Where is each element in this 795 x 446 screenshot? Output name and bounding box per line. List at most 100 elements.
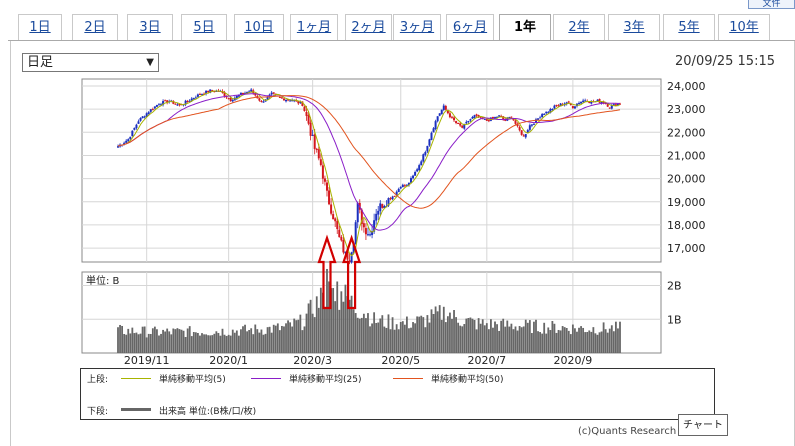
volume-bar — [301, 330, 304, 353]
tab-2[interactable]: 2日 — [72, 14, 118, 40]
candle-body — [155, 104, 158, 107]
x-tick-label: 2020/1 — [209, 354, 248, 367]
tab-1[interactable]: 1日 — [18, 14, 62, 40]
volume-bar — [561, 326, 564, 353]
candle-body — [448, 113, 451, 118]
candle-body — [321, 165, 324, 179]
volume-bar — [229, 335, 232, 353]
volume-bar — [408, 328, 410, 353]
tab-baseline — [8, 40, 795, 41]
candle-body — [303, 106, 306, 112]
candle-body — [512, 118, 515, 121]
volume-bar — [313, 317, 316, 353]
legend-upper-label: 上段: — [87, 375, 109, 385]
candle-body — [498, 115, 501, 117]
volume-bar — [346, 296, 349, 353]
candle-body — [133, 127, 136, 130]
tab-6[interactable]: 1ヶ月 — [290, 14, 338, 40]
tab-14[interactable]: 10年 — [718, 14, 770, 40]
volume-bar — [141, 326, 144, 353]
price-tick-label: 23,000 — [667, 103, 706, 116]
volume-bar — [451, 318, 453, 353]
candle-body — [211, 90, 214, 92]
volume-bar — [362, 313, 365, 353]
volume-bar — [367, 313, 369, 353]
tab-11[interactable]: 2年 — [553, 14, 605, 40]
volume-bar — [123, 334, 126, 353]
volume-bar — [192, 332, 195, 353]
candle-body — [272, 92, 275, 94]
volume-bar — [533, 321, 535, 353]
volume-bar — [256, 329, 259, 353]
volume-bar — [459, 325, 462, 353]
volume-bar — [219, 335, 222, 353]
candle-body — [557, 105, 560, 107]
volume-bar — [227, 334, 230, 353]
candle-body — [418, 165, 421, 170]
volume-bar — [365, 318, 367, 353]
candle-body — [123, 142, 126, 145]
candle-body — [297, 100, 300, 104]
volume-bar — [619, 321, 621, 353]
candle-body — [444, 105, 447, 110]
candle-body — [235, 95, 238, 99]
tab-9[interactable]: 6ヶ月 — [446, 14, 494, 40]
volume-bar — [268, 326, 271, 353]
candle-body — [567, 101, 570, 103]
volume-bar — [586, 332, 589, 353]
volume-bar — [584, 332, 587, 353]
volume-bar — [598, 332, 601, 353]
candle-body — [340, 236, 343, 241]
volume-bar — [555, 332, 558, 353]
volume-bar — [178, 329, 181, 353]
period-select[interactable]: 日足 ▼ — [22, 53, 159, 72]
candle-body — [147, 112, 150, 114]
volume-bar — [518, 326, 521, 353]
volume-bar — [190, 336, 193, 353]
volume-bar — [213, 333, 216, 353]
candle-body — [328, 190, 331, 205]
volume-bar — [612, 331, 615, 353]
volume-bar — [565, 327, 568, 353]
candle-body — [530, 124, 533, 126]
tab-12[interactable]: 3年 — [608, 14, 660, 40]
tab-7[interactable]: 2ヶ月 — [345, 14, 392, 40]
tab-10[interactable]: 1年 — [499, 14, 551, 41]
tab-13[interactable]: 5年 — [663, 14, 715, 40]
candle-body — [301, 101, 304, 106]
candle-body — [573, 106, 576, 109]
candle-body — [471, 116, 474, 119]
volume-bar — [383, 326, 386, 353]
candle-body — [352, 243, 355, 254]
candle-body — [135, 124, 138, 129]
candle-body — [295, 100, 298, 102]
tab-3[interactable]: 3日 — [127, 14, 173, 40]
volume-bar — [156, 329, 158, 353]
candle-body — [487, 120, 490, 122]
candle-body — [619, 103, 621, 105]
volume-bar — [203, 334, 205, 353]
candle-body — [244, 92, 247, 94]
candle-body — [387, 198, 390, 206]
volume-bar — [240, 329, 242, 353]
candle-body — [266, 96, 269, 100]
candle-body — [334, 218, 337, 222]
candle-body — [342, 240, 345, 253]
volume-bar — [422, 317, 425, 353]
volume-bar — [293, 318, 296, 353]
ma5-line — [117, 90, 621, 257]
candle-body — [350, 252, 353, 263]
x-tick-label: 2020/9 — [554, 354, 593, 367]
volume-bar — [512, 329, 515, 353]
candle-body — [414, 172, 417, 176]
volume-bar — [149, 333, 152, 353]
candle-body — [354, 222, 357, 245]
volume-bar — [477, 318, 480, 353]
tab-5[interactable]: 10日 — [234, 14, 284, 40]
tab-8[interactable]: 3ヶ月 — [393, 14, 441, 40]
tab-4[interactable]: 5日 — [181, 14, 227, 40]
candle-body — [543, 113, 546, 115]
volume-bar — [199, 335, 201, 353]
candle-body — [483, 118, 486, 120]
candle-body — [231, 100, 234, 102]
